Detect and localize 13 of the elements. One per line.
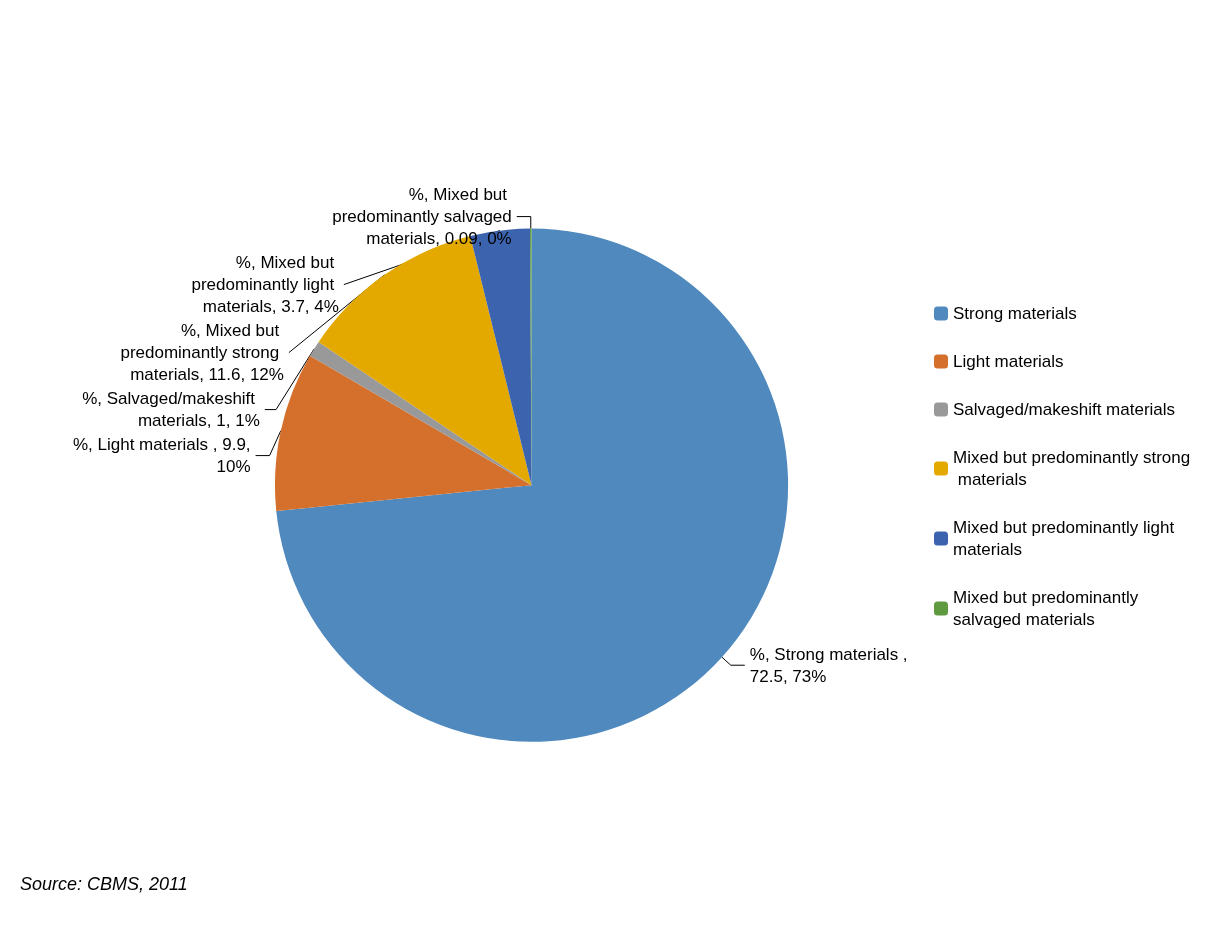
data-label: %, Strong materials , 72.5, 73% [749,644,913,686]
data-label: %, Salvaged/makeshift materials, 1, 1% [82,389,260,431]
data-label: %, Mixed but predominantly salvaged materials, 0.09, 0% [332,185,512,249]
legend-label: Light materials [953,352,1064,371]
legend-label: Mixed but predominantly strong materials [953,448,1191,489]
source-note: Source: CBMS, 2011 [20,874,188,894]
legend-label: Strong materials [953,304,1077,323]
data-label: %, Mixed but predominantly strong materials, 11.6, 12% [120,321,284,385]
legend-label: Mixed but predominantly light materials [953,518,1179,559]
legend-label: Mixed but predominantly salvaged materials [953,588,1143,629]
data-label: %, Mixed but predominantly light materials, 3.7, 4% [191,253,339,317]
data-label: %, Light materials , 9.9, 10% [72,435,251,477]
legend-label: Salvaged/makeshift materials [953,400,1176,419]
